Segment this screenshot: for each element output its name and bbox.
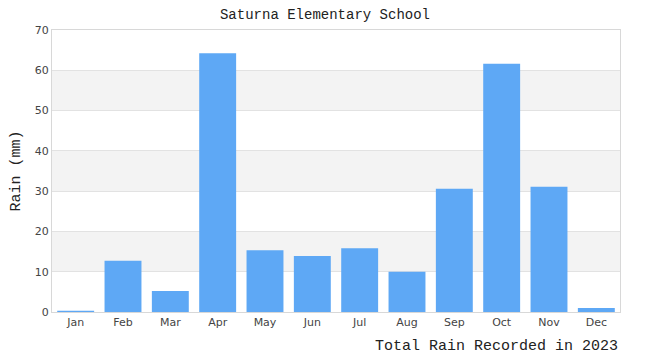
svg-text:Apr: Apr — [208, 316, 228, 329]
svg-text:Oct: Oct — [492, 316, 512, 329]
svg-text:20: 20 — [35, 225, 49, 238]
svg-text:Dec: Dec — [586, 316, 607, 329]
svg-text:10: 10 — [35, 266, 49, 279]
svg-text:60: 60 — [35, 64, 49, 77]
svg-text:May: May — [254, 316, 277, 329]
svg-text:0: 0 — [42, 306, 49, 319]
svg-text:Mar: Mar — [160, 316, 181, 329]
svg-text:Sep: Sep — [444, 316, 465, 329]
svg-text:Jan: Jan — [66, 316, 84, 329]
svg-text:Feb: Feb — [113, 316, 132, 329]
svg-text:40: 40 — [35, 145, 49, 158]
svg-text:Saturna Elementary School: Saturna Elementary School — [220, 7, 430, 23]
svg-text:Total Rain Recorded in 2023: Total Rain Recorded in 2023 — [375, 338, 618, 355]
svg-text:Jun: Jun — [303, 316, 321, 329]
svg-text:Jul: Jul — [352, 316, 366, 329]
svg-text:70: 70 — [35, 24, 49, 37]
svg-text:50: 50 — [35, 104, 49, 117]
svg-text:30: 30 — [35, 185, 49, 198]
svg-text:Aug: Aug — [396, 316, 417, 329]
svg-text:Rain (mm): Rain (mm) — [8, 130, 25, 211]
svg-text:Nov: Nov — [538, 316, 560, 329]
